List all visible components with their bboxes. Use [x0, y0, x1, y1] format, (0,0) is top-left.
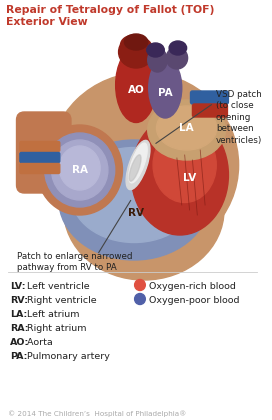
Text: LV:: LV:: [10, 282, 25, 291]
Text: RV: RV: [128, 208, 144, 218]
Ellipse shape: [156, 106, 217, 150]
Ellipse shape: [71, 147, 197, 242]
Ellipse shape: [147, 43, 164, 57]
Text: PA:: PA:: [10, 352, 27, 361]
Text: PA: PA: [158, 88, 172, 98]
Text: Exterior View: Exterior View: [6, 17, 88, 27]
Text: VSD patch
(to close
opening
between
ventricles): VSD patch (to close opening between vent…: [216, 90, 262, 145]
FancyBboxPatch shape: [20, 163, 60, 173]
Ellipse shape: [129, 155, 141, 181]
Ellipse shape: [166, 47, 188, 69]
Text: Oxygen-rich blood: Oxygen-rich blood: [149, 282, 236, 291]
Ellipse shape: [169, 41, 187, 55]
Text: Oxygen-poor blood: Oxygen-poor blood: [149, 296, 239, 305]
Text: Pulmonary artery: Pulmonary artery: [24, 352, 110, 361]
Text: AO:: AO:: [10, 338, 29, 347]
Text: RV:: RV:: [10, 296, 28, 305]
FancyBboxPatch shape: [20, 142, 60, 152]
FancyBboxPatch shape: [193, 104, 227, 117]
Text: AO: AO: [128, 85, 144, 95]
Text: LA:: LA:: [10, 310, 27, 319]
Ellipse shape: [51, 140, 108, 200]
Ellipse shape: [49, 73, 239, 257]
Text: Right ventricle: Right ventricle: [24, 296, 97, 305]
Ellipse shape: [64, 140, 224, 280]
Ellipse shape: [148, 48, 167, 72]
Ellipse shape: [124, 34, 148, 50]
Ellipse shape: [37, 125, 122, 215]
Ellipse shape: [59, 146, 100, 190]
Text: RA: RA: [72, 165, 88, 175]
Text: © 2014 The Children’s  Hospital of Philadelphia®: © 2014 The Children’s Hospital of Philad…: [8, 410, 186, 417]
Text: Repair of Tetralogy of Fallot (TOF): Repair of Tetralogy of Fallot (TOF): [6, 5, 214, 15]
FancyBboxPatch shape: [190, 91, 228, 104]
Text: RA:: RA:: [10, 324, 28, 333]
Ellipse shape: [153, 128, 216, 202]
Circle shape: [135, 279, 145, 291]
Ellipse shape: [119, 36, 154, 68]
Text: LV: LV: [183, 173, 196, 183]
Text: Aorta: Aorta: [24, 338, 53, 347]
FancyBboxPatch shape: [20, 152, 60, 163]
Text: Patch to enlarge narrowed
pathway from RV to PA: Patch to enlarge narrowed pathway from R…: [17, 252, 133, 273]
Ellipse shape: [131, 115, 228, 235]
Text: Left ventricle: Left ventricle: [24, 282, 90, 291]
Ellipse shape: [129, 143, 147, 183]
Ellipse shape: [148, 100, 225, 160]
Text: Right atrium: Right atrium: [24, 324, 87, 333]
Ellipse shape: [149, 58, 182, 118]
Circle shape: [135, 294, 145, 304]
Ellipse shape: [116, 47, 156, 123]
Ellipse shape: [126, 140, 150, 189]
FancyBboxPatch shape: [17, 112, 71, 193]
Ellipse shape: [45, 133, 115, 207]
Text: Left atrium: Left atrium: [24, 310, 80, 319]
Ellipse shape: [120, 35, 148, 55]
Ellipse shape: [59, 140, 209, 260]
Text: LA: LA: [179, 123, 194, 133]
